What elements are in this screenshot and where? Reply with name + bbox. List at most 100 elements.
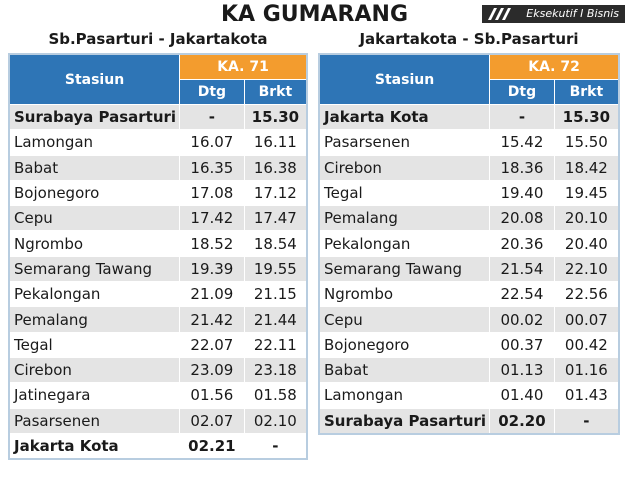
time: 22.11 (243, 331, 308, 358)
station: Lamongan (8, 129, 181, 156)
station-header: Stasiun (318, 53, 491, 105)
time: 01.43 (553, 382, 620, 409)
time: 18.36 (489, 154, 555, 181)
schedule-row: Surabaya Pasarturi -15.30 (8, 103, 308, 131)
time: 23.09 (179, 356, 245, 384)
time: 18.42 (553, 154, 620, 181)
time: 00.42 (553, 331, 620, 358)
station: Babat (318, 356, 491, 384)
station: Ngrombo (318, 281, 491, 308)
time: 01.58 (243, 382, 308, 409)
station: Bojonegoro (8, 179, 181, 207)
station: Pekalongan (8, 281, 181, 308)
time: - (553, 407, 620, 435)
schedule-row: Pekalongan 20.36 20.40 (318, 230, 620, 257)
schedule-row: Tegal 19.40 19.45 (318, 179, 620, 207)
time: 23.18 (243, 356, 308, 384)
column-header: Dtg (179, 79, 245, 105)
time: 16.11 (243, 129, 308, 156)
class-badge: Eksekutif I Bisnis (482, 5, 625, 23)
station: Surabaya Pasarturi (318, 407, 491, 435)
time: 17.12 (243, 179, 308, 207)
time: 22.10 (553, 255, 620, 283)
stripes-icon (488, 8, 511, 20)
time: 22.54 (489, 281, 555, 308)
station: Pekalongan (318, 230, 491, 257)
station: Tegal (8, 331, 181, 358)
time: 01.56 (179, 382, 245, 409)
time: 02.21 (179, 432, 245, 460)
station: Pemalang (8, 306, 181, 333)
station: Tegal (318, 179, 491, 207)
time: 00.02 (489, 306, 555, 333)
schedule-row: Pemalang 20.08 20.10 (318, 205, 620, 232)
station: Cepu (318, 306, 491, 333)
schedule-row: Pekalongan 21.09 21.15 (8, 281, 308, 308)
time: 01.40 (489, 382, 555, 409)
schedule-row: Babat 16.35 16.38 (8, 154, 308, 181)
time: 15.50 (553, 129, 620, 156)
station: Jatinegara (8, 382, 181, 409)
column-header: Brkt (243, 79, 308, 105)
time: 02.07 (179, 407, 245, 434)
time: 21.54 (489, 255, 555, 283)
schedule-row: Jatinegara 01.56 01.58 (8, 382, 308, 409)
time: 22.56 (553, 281, 620, 308)
time: 15.42 (489, 129, 555, 156)
badge-text: Eksekutif I Bisnis (526, 7, 619, 20)
schedule-row: Pasarsenen 15.42 15.50 (318, 129, 620, 156)
time: - (243, 432, 308, 460)
time: 00.37 (489, 331, 555, 358)
schedule-row: Semarang Tawang 19.39 19.55 (8, 255, 308, 283)
schedule-row: Tegal 22.07 22.11 (8, 331, 308, 358)
time: 00.07 (553, 306, 620, 333)
time: - (489, 103, 555, 131)
schedule-row: Ngrombo 22.54 22.56 (318, 281, 620, 308)
station: Cepu (8, 205, 181, 232)
station: Cirebon (318, 154, 491, 181)
station-header: Stasiun (8, 53, 181, 105)
subtitle: Sb.Pasarturi - Jakartakota (48, 30, 268, 48)
time: 18.52 (179, 230, 245, 257)
time: 21.09 (179, 281, 245, 308)
time: 20.40 (553, 230, 620, 257)
time: 02.20 (489, 407, 555, 435)
time: 15.30 (553, 103, 620, 131)
schedule-row: Pasarsenen 02.07 02.10 (8, 407, 308, 434)
time: 19.39 (179, 255, 245, 283)
station: Semarang Tawang (318, 255, 491, 283)
station: Babat (8, 154, 181, 181)
header-row: Stasiun KA. 71 (8, 53, 308, 105)
header-row: Dtg Brkt (9, 79, 308, 105)
schedule-row: Bojonegoro 00.37 00.42 (318, 331, 620, 358)
column-header: Dtg (489, 79, 555, 105)
train-header: KA. 72 (489, 53, 620, 80)
station: Lamongan (318, 382, 491, 409)
station: Bojonegoro (318, 331, 491, 358)
schedule-row: Lamongan 16.07 16.11 (8, 129, 308, 156)
station: Surabaya Pasarturi (8, 103, 181, 131)
time: 20.08 (489, 205, 555, 232)
time: 16.38 (243, 154, 308, 181)
time: 21.44 (243, 306, 308, 333)
time: 21.15 (243, 281, 308, 308)
subtitle: Jakartakota - Sb.Pasarturi (359, 30, 579, 48)
time: 19.45 (553, 179, 620, 207)
station: Cirebon (8, 356, 181, 384)
schedule-row: Cepu 17.42 17.47 (8, 205, 308, 232)
time: 19.55 (243, 255, 308, 283)
schedule-row: Bojonegoro 17.08 17.12 (8, 179, 308, 207)
station: Jakarta Kota (8, 432, 181, 460)
time: 17.47 (243, 205, 308, 232)
station: Ngrombo (8, 230, 181, 257)
station: Pemalang (318, 205, 491, 232)
time: 21.42 (179, 306, 245, 333)
schedule-row: Jakarta Kota -15.30 (318, 103, 620, 131)
header-row: Stasiun KA. 72 (318, 53, 620, 105)
schedule-row: Pemalang 21.42 21.44 (8, 306, 308, 333)
timetable: Stasiun KA. 71 Dtg Brkt Surabaya Pasarturi -1… (8, 53, 308, 461)
time: 17.42 (179, 205, 245, 232)
time: 18.54 (243, 230, 308, 257)
time: 15.30 (243, 103, 308, 131)
